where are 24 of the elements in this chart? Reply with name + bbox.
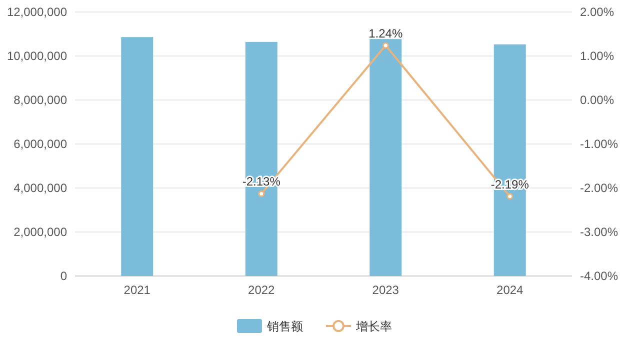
y2-tick-label: -1.00% — [580, 137, 618, 151]
y2-tick-label: -3.00% — [580, 225, 618, 239]
point — [258, 190, 265, 197]
x-tick-label: 2024 — [496, 283, 524, 297]
y2-tick-label: -4.00% — [580, 269, 618, 283]
x-tick-label: 2022 — [248, 283, 276, 297]
y-tick-label: 12,000,000 — [6, 5, 68, 19]
x-tick-label: 2021 — [124, 283, 151, 297]
point — [506, 193, 514, 200]
data-label: 1.24% — [368, 26, 403, 40]
point — [382, 42, 389, 49]
y-tick-label: 8,000,000 — [14, 93, 68, 107]
y-tick-label: 0 — [60, 269, 68, 283]
x-tick-label: 2023 — [372, 283, 400, 297]
y-tick-label: 4,000,000 — [14, 181, 68, 195]
y-tick-label: 2,000,000 — [14, 225, 68, 239]
y-tick-label: 10,000,000 — [6, 49, 68, 63]
y2-tick-label: -2.00% — [580, 181, 618, 195]
y-tick-label: 6,000,000 — [14, 137, 68, 151]
legend-label: 销售额 — [266, 320, 303, 334]
y2-tick-label: 0.00% — [580, 93, 614, 107]
y2-tick-label: 2.00% — [580, 5, 614, 19]
y2-tick-label: 1.00% — [580, 49, 614, 63]
legend-label: 增长率 — [355, 320, 392, 334]
